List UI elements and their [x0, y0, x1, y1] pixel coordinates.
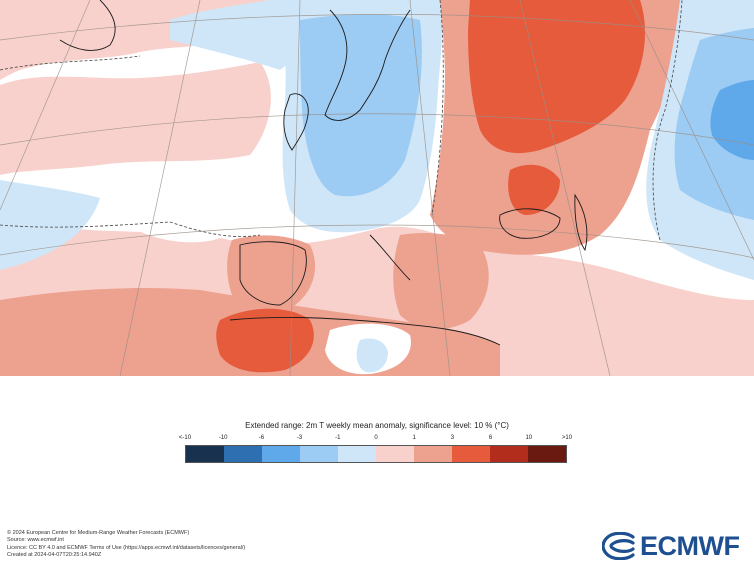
legend-swatch [414, 446, 452, 462]
legend-swatch [338, 446, 376, 462]
legend-tick: 0 [374, 435, 378, 441]
anomaly-area-warm-balkans [393, 233, 489, 330]
anomaly-area-cool-sahara-patch [356, 338, 388, 373]
legend-swatch [300, 446, 338, 462]
legend-color-bar [185, 445, 567, 463]
anomaly-map [0, 0, 754, 376]
coastline-caspian [574, 193, 588, 252]
anomaly-area-warm-atlantic-mid [0, 62, 271, 175]
anomaly-area-cool-atlantic-west [0, 180, 100, 270]
legend-swatch [224, 446, 262, 462]
legend-tick: <-10 [178, 435, 192, 441]
ecmwf-logo-text: ECMWF [640, 530, 740, 561]
legend-tick: 6 [488, 435, 493, 441]
anomaly-area-warm-strong-morocco [216, 308, 314, 373]
legend-swatch [262, 446, 300, 462]
footer-credits: © 2024 European Centre for Medium-Range … [7, 530, 245, 560]
coastline-iberia [239, 241, 307, 306]
coastline-british-isles [283, 93, 309, 151]
footer-licence: Licence: CC BY 4.0 and ECMWF Terms of Us… [7, 544, 246, 551]
ecmwf-logo-icon [602, 532, 635, 560]
legend-tick: -6 [258, 435, 265, 441]
anomaly-area-cool-strong-far-east [710, 80, 754, 160]
legend-tick: >10 [561, 435, 573, 441]
legend-swatch [528, 446, 566, 462]
legend-tick: 1 [412, 435, 416, 441]
footer-created: Created at 2024-04-07T20:25:14.940Z [7, 552, 102, 559]
legend-tick: -3 [296, 435, 303, 441]
anomaly-area-neutral-atlantic [120, 193, 234, 243]
coastline-italy [369, 234, 411, 281]
legend-swatch [376, 446, 414, 462]
legend-tick: 10 [525, 435, 533, 441]
legend-tick: 3 [450, 435, 455, 441]
anomaly-area-warm-strong-russia [468, 0, 645, 154]
legend-swatch [452, 446, 490, 462]
anomaly-area-warm-strong-ukraine [508, 164, 560, 215]
legend-tick: -1 [335, 435, 341, 441]
legend-tick: -10 [218, 435, 228, 441]
coastline-greenland [59, 0, 116, 51]
legend-swatch [186, 446, 224, 462]
anomaly-area-cool-mid-europe [300, 14, 422, 197]
legend-title: Extended range: 2m T weekly mean anomaly… [245, 421, 509, 430]
footer-source: Source: www.ecmwf.int [7, 537, 64, 544]
ecmwf-logo: ECMWF [602, 530, 740, 561]
footer-copyright: © 2024 European Centre for Medium-Range … [7, 530, 190, 536]
legend-ticks: <-10 -10 -6 -3 -1 0 1 3 6 10 >10 [179, 435, 572, 445]
legend-swatch [490, 446, 528, 462]
coastline-black-sea [499, 208, 561, 239]
coastline-scandinavia [324, 9, 411, 121]
coastline-north-africa [229, 316, 501, 346]
